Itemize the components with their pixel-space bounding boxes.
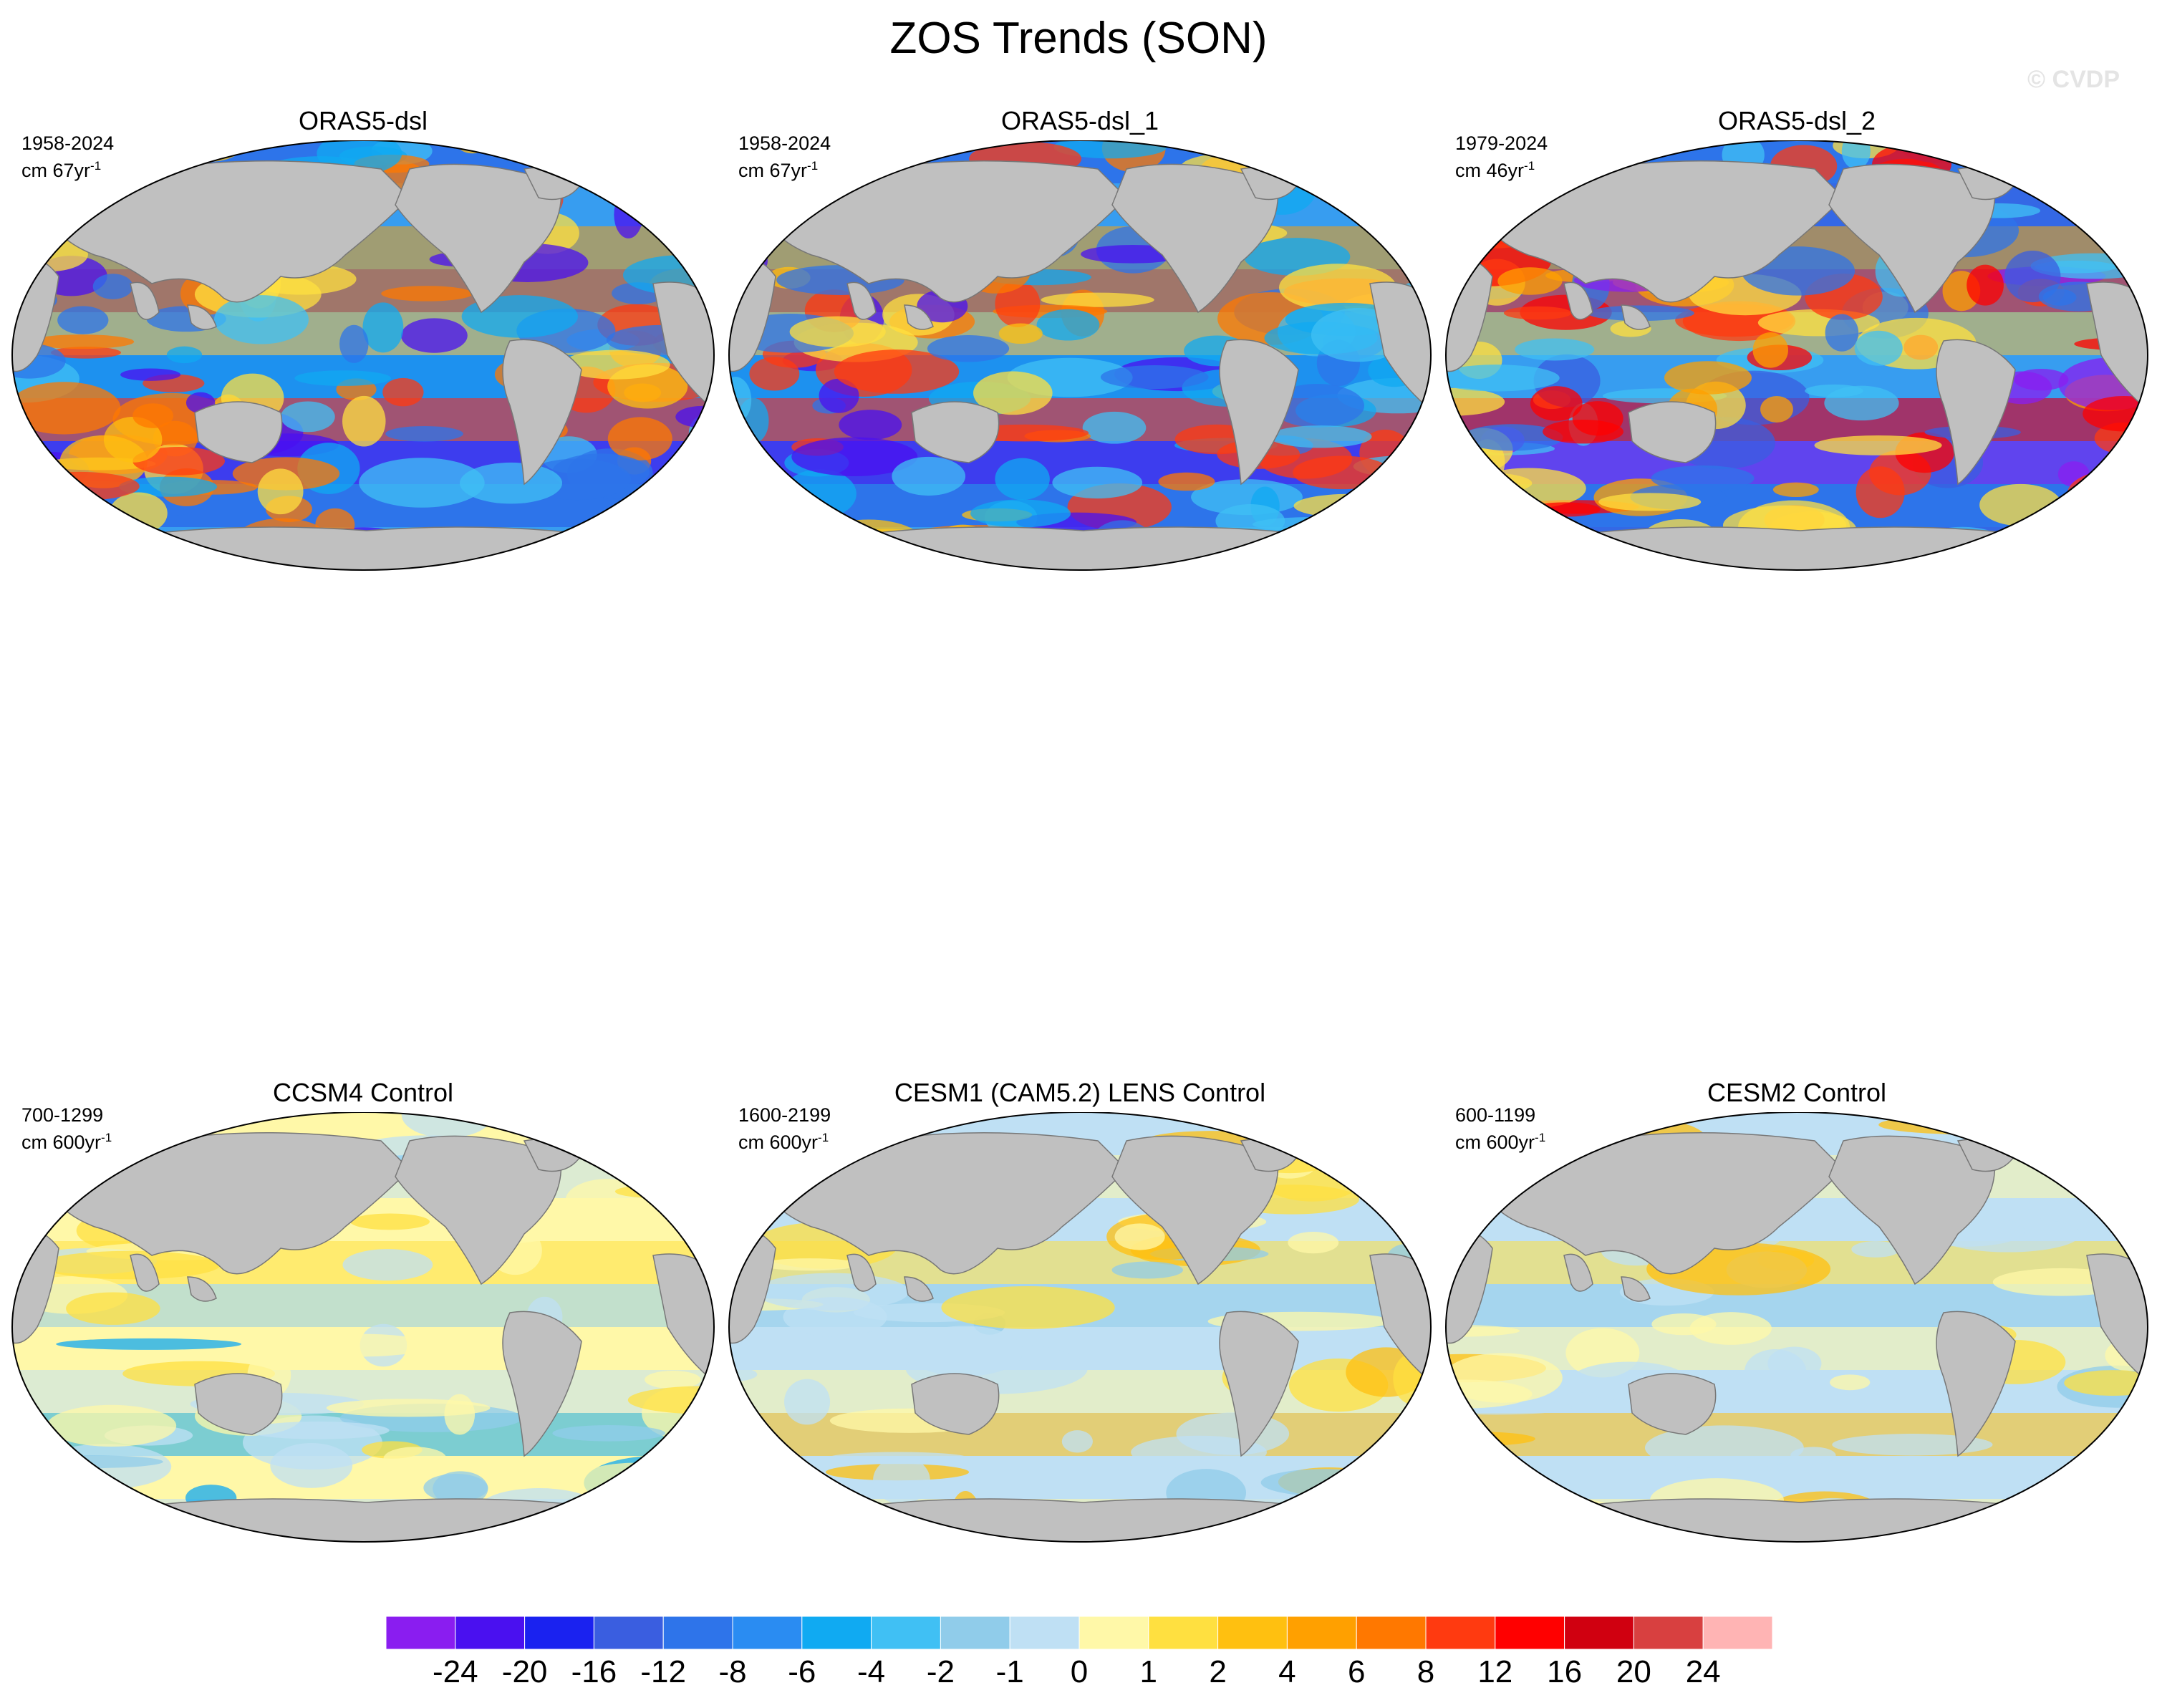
world-map	[1445, 140, 2148, 571]
map-panel: ORAS5-dsl_1 1958-2024 cm 67yr-1	[725, 106, 1434, 571]
colorbar-tick-label: 12	[1477, 1654, 1513, 1689]
map-panel: ORAS5-dsl_2 1979-2024 cm 46yr-1	[1442, 106, 2151, 571]
panel-period: 1979-2024	[1455, 132, 1548, 154]
colorbar-tick-label: 0	[1070, 1654, 1089, 1689]
panel-units: cm 600yr-1	[21, 1126, 112, 1154]
colorbar-labels: -24 -20 -16 -12 -8 -6 -4 -2 -1 0 1 2 4 6 8 12 16 20 24	[0, 1654, 2157, 1697]
colorbar-tick-label: -12	[640, 1654, 686, 1689]
colorbar-swatch	[1217, 1616, 1288, 1649]
panel-units-prefix: cm 67yr	[21, 160, 91, 181]
colorbar-swatch	[1702, 1616, 1772, 1649]
panel-units-prefix: cm 600yr	[738, 1132, 819, 1153]
colorbar-swatch	[801, 1616, 872, 1649]
panel-title: CCSM4 Control	[272, 1078, 454, 1107]
panel-meta: 1979-2024 cm 46yr-1	[1455, 132, 1548, 182]
panel-title: ORAS5-dsl	[298, 106, 428, 135]
panel-meta: 700-1299 cm 600yr-1	[21, 1104, 112, 1154]
panel-units-exponent: -1	[90, 159, 102, 173]
panel-period: 700-1299	[21, 1104, 104, 1126]
colorbar-tick-label: -20	[501, 1654, 548, 1689]
figure-title: ZOS Trends (SON)	[889, 14, 1268, 63]
colorbar-swatch	[1495, 1616, 1565, 1649]
colorbar-swatch	[940, 1616, 1010, 1649]
panel-meta: 600-1199 cm 600yr-1	[1455, 1104, 1545, 1154]
colorbar-swatch	[1078, 1616, 1149, 1649]
colorbar-tick-label: 20	[1616, 1654, 1651, 1689]
map-panel: ORAS5-dsl 1958-2024 cm 67yr-1	[9, 106, 718, 571]
colorbar-tick-label: -8	[718, 1654, 747, 1689]
colorbar-tick-label: 4	[1278, 1654, 1296, 1689]
colorbar-tick-label: -6	[788, 1654, 816, 1689]
colorbar	[386, 1616, 1772, 1649]
colorbar-swatch	[732, 1616, 803, 1649]
colorbar-tick-label: 2	[1209, 1654, 1227, 1689]
colorbar-swatch	[1564, 1616, 1634, 1649]
panel-units-prefix: cm 600yr	[21, 1132, 102, 1153]
colorbar-swatch	[1425, 1616, 1496, 1649]
panel-units-prefix: cm 67yr	[738, 160, 808, 181]
panel-title: CESM1 (CAM5.2) LENS Control	[894, 1078, 1266, 1107]
colorbar-tick-label: -2	[926, 1654, 955, 1689]
colorbar-tick-label: 1	[1139, 1654, 1158, 1689]
panel-units-exponent: -1	[1535, 1131, 1546, 1144]
colorbar-swatch	[1633, 1616, 1704, 1649]
colorbar-swatch	[662, 1616, 733, 1649]
world-map	[1445, 1112, 2148, 1543]
map-panel: CCSM4 Control 700-1299 cm 600yr-1	[9, 1078, 718, 1543]
panel-units-prefix: cm 46yr	[1455, 160, 1525, 181]
panel-title: CESM2 Control	[1707, 1078, 1887, 1107]
colorbar-swatch	[1009, 1616, 1080, 1649]
colorbar-tick-label: 24	[1685, 1654, 1721, 1689]
world-map	[11, 140, 715, 571]
colorbar-tick-label: -24	[433, 1654, 478, 1689]
panel-title: ORAS5-dsl_2	[1717, 106, 1876, 135]
colorbar-tick-label: 16	[1547, 1654, 1583, 1689]
colorbar-swatch	[593, 1616, 664, 1649]
panel-units: cm 46yr-1	[1455, 155, 1548, 182]
colorbar-swatch	[871, 1616, 941, 1649]
panel-units-exponent: -1	[101, 1131, 112, 1144]
panel-title: ORAS5-dsl_1	[1000, 106, 1159, 135]
colorbar-swatch	[455, 1616, 526, 1649]
panel-period: 600-1199	[1455, 1104, 1536, 1126]
world-map	[728, 140, 1432, 571]
panel-units: cm 67yr-1	[738, 155, 831, 182]
colorbar-swatch	[524, 1616, 594, 1649]
colorbar-swatch	[386, 1616, 456, 1649]
world-map	[728, 1112, 1432, 1543]
panel-meta: 1958-2024 cm 67yr-1	[738, 132, 831, 182]
panel-units: cm 67yr-1	[21, 155, 114, 182]
colorbar-swatch	[1286, 1616, 1357, 1649]
panel-units: cm 600yr-1	[738, 1126, 831, 1154]
colorbar-tick-label: -16	[571, 1654, 617, 1689]
panel-units-prefix: cm 600yr	[1455, 1132, 1535, 1153]
panel-period: 1958-2024	[738, 132, 831, 154]
world-map	[11, 1112, 715, 1543]
panel-period: 1600-2199	[738, 1104, 831, 1126]
cvdp-watermark: © CVDP	[2027, 66, 2120, 93]
colorbar-tick-label: -4	[857, 1654, 886, 1689]
panel-units-exponent: -1	[1524, 159, 1535, 173]
map-panel: CESM1 (CAM5.2) LENS Control 1600-2199 cm 6…	[725, 1078, 1434, 1543]
colorbar-tick-label: 8	[1417, 1654, 1435, 1689]
panel-meta: 1600-2199 cm 600yr-1	[738, 1104, 831, 1154]
panel-units-exponent: -1	[807, 159, 819, 173]
panel-meta: 1958-2024 cm 67yr-1	[21, 132, 114, 182]
panel-period: 1958-2024	[21, 132, 115, 154]
panel-units-exponent: -1	[818, 1131, 829, 1144]
panel-units: cm 600yr-1	[1455, 1126, 1545, 1154]
colorbar-swatch	[1356, 1616, 1427, 1649]
colorbar-swatch	[1148, 1616, 1219, 1649]
colorbar-tick-label: -1	[995, 1654, 1024, 1689]
colorbar-tick-label: 6	[1347, 1654, 1366, 1689]
map-panel: CESM2 Control 600-1199 cm 600yr-1	[1442, 1078, 2151, 1543]
